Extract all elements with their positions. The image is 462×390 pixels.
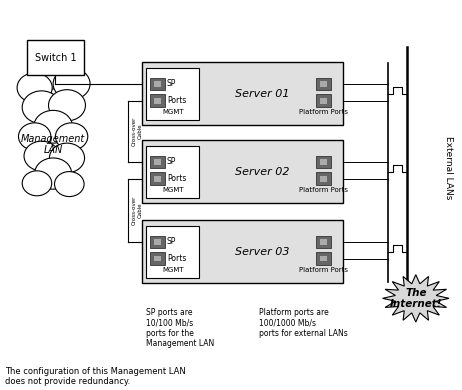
Circle shape xyxy=(31,51,75,89)
FancyBboxPatch shape xyxy=(316,252,331,265)
FancyBboxPatch shape xyxy=(150,236,165,248)
Circle shape xyxy=(34,110,73,143)
Text: Platform Ports: Platform Ports xyxy=(299,109,348,115)
FancyBboxPatch shape xyxy=(154,98,161,103)
Text: Platform Ports: Platform Ports xyxy=(299,267,348,273)
Text: Cross-over
Cable: Cross-over Cable xyxy=(132,117,143,146)
Text: Switch 1: Switch 1 xyxy=(35,53,76,62)
FancyBboxPatch shape xyxy=(320,98,327,103)
FancyBboxPatch shape xyxy=(142,62,343,125)
FancyBboxPatch shape xyxy=(316,78,331,90)
Circle shape xyxy=(55,172,84,197)
FancyBboxPatch shape xyxy=(150,78,165,90)
FancyBboxPatch shape xyxy=(150,172,165,185)
Text: Server 01: Server 01 xyxy=(235,89,290,99)
Circle shape xyxy=(35,158,72,189)
Text: Ports: Ports xyxy=(167,254,186,263)
FancyBboxPatch shape xyxy=(320,81,327,87)
Text: Cross-over
Cable: Cross-over Cable xyxy=(132,195,143,225)
Text: Ports: Ports xyxy=(167,96,186,105)
FancyBboxPatch shape xyxy=(146,225,200,278)
FancyBboxPatch shape xyxy=(146,145,200,198)
FancyBboxPatch shape xyxy=(320,159,327,165)
Text: Ports: Ports xyxy=(167,174,186,183)
Text: SP: SP xyxy=(167,79,176,89)
FancyBboxPatch shape xyxy=(150,94,165,107)
Text: MGMT: MGMT xyxy=(162,267,183,273)
Text: The
Internet!: The Internet! xyxy=(389,287,442,309)
Text: MGMT: MGMT xyxy=(162,109,183,115)
FancyBboxPatch shape xyxy=(150,252,165,265)
FancyBboxPatch shape xyxy=(154,159,161,165)
Circle shape xyxy=(22,91,61,124)
Circle shape xyxy=(24,141,59,171)
Text: SP ports are
10/100 Mb/s
ports for the
Management LAN: SP ports are 10/100 Mb/s ports for the M… xyxy=(146,308,214,348)
Circle shape xyxy=(55,123,88,150)
Circle shape xyxy=(18,123,51,150)
Text: MGMT: MGMT xyxy=(162,187,183,193)
FancyBboxPatch shape xyxy=(154,176,161,181)
FancyBboxPatch shape xyxy=(142,220,343,283)
FancyBboxPatch shape xyxy=(146,67,200,120)
FancyBboxPatch shape xyxy=(154,256,161,261)
Text: Platform Ports: Platform Ports xyxy=(299,187,348,193)
Circle shape xyxy=(49,90,85,121)
Ellipse shape xyxy=(18,55,89,195)
FancyBboxPatch shape xyxy=(320,176,327,181)
FancyBboxPatch shape xyxy=(154,239,161,245)
Circle shape xyxy=(17,73,52,103)
FancyBboxPatch shape xyxy=(142,140,343,203)
FancyBboxPatch shape xyxy=(27,40,84,75)
Text: Server 03: Server 03 xyxy=(235,246,290,257)
FancyBboxPatch shape xyxy=(316,172,331,185)
FancyBboxPatch shape xyxy=(154,81,161,87)
Text: Management
LAN: Management LAN xyxy=(21,133,85,155)
Text: SP: SP xyxy=(167,237,176,246)
Text: Platform ports are
100/1000 Mb/s
ports for external LANs: Platform ports are 100/1000 Mb/s ports f… xyxy=(259,308,347,338)
Text: Server 02: Server 02 xyxy=(235,167,290,177)
FancyBboxPatch shape xyxy=(320,239,327,245)
Circle shape xyxy=(49,143,85,173)
Circle shape xyxy=(22,171,52,196)
FancyBboxPatch shape xyxy=(320,256,327,261)
Text: The configuration of this Management LAN
does not provide redundancy.: The configuration of this Management LAN… xyxy=(5,367,185,386)
Polygon shape xyxy=(383,275,449,322)
FancyBboxPatch shape xyxy=(316,236,331,248)
FancyBboxPatch shape xyxy=(316,94,331,107)
Text: SP: SP xyxy=(167,157,176,167)
Text: External LANs: External LANs xyxy=(444,136,453,199)
Circle shape xyxy=(53,68,90,99)
FancyBboxPatch shape xyxy=(150,156,165,168)
FancyBboxPatch shape xyxy=(316,156,331,168)
